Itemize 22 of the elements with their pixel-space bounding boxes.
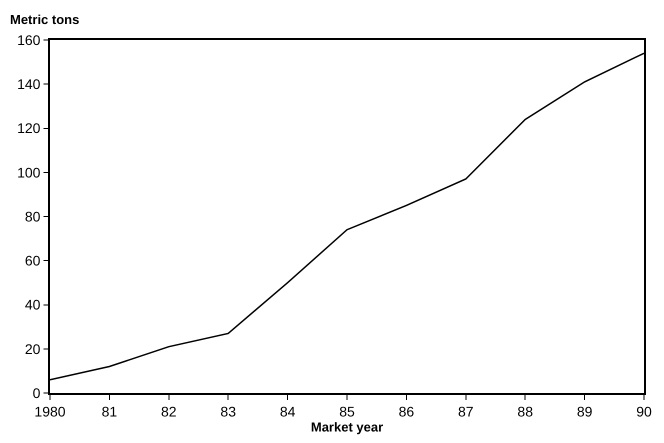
y-tick-label: 80 — [24, 208, 41, 224]
x-tick-label: 85 — [339, 404, 355, 420]
y-tick-label: 100 — [17, 164, 41, 180]
x-tick-label: 86 — [398, 404, 414, 420]
x-tick-label: 84 — [280, 404, 296, 420]
x-tick-label: 1980 — [34, 404, 66, 420]
x-tick-label: 83 — [220, 404, 236, 420]
x-tick-label: 89 — [576, 404, 593, 420]
x-axis-title: Market year — [310, 420, 384, 435]
x-tick-label: 81 — [102, 404, 118, 420]
y-tick-label: 20 — [24, 340, 41, 357]
x-tick-label: 88 — [517, 404, 534, 420]
x-tick-label: 87 — [458, 404, 474, 420]
y-tick-label: 60 — [24, 252, 41, 269]
x-tick-label: 90 — [636, 404, 652, 420]
y-tick-label: 160 — [17, 32, 41, 48]
y-tick-label: 0 — [32, 384, 41, 401]
y-tick-label: 140 — [17, 76, 41, 92]
y-tick-label: 40 — [24, 296, 41, 313]
x-tick-label: 82 — [161, 404, 177, 420]
y-tick-label: 120 — [17, 120, 41, 136]
y-axis-title: Metric tons — [10, 12, 80, 27]
